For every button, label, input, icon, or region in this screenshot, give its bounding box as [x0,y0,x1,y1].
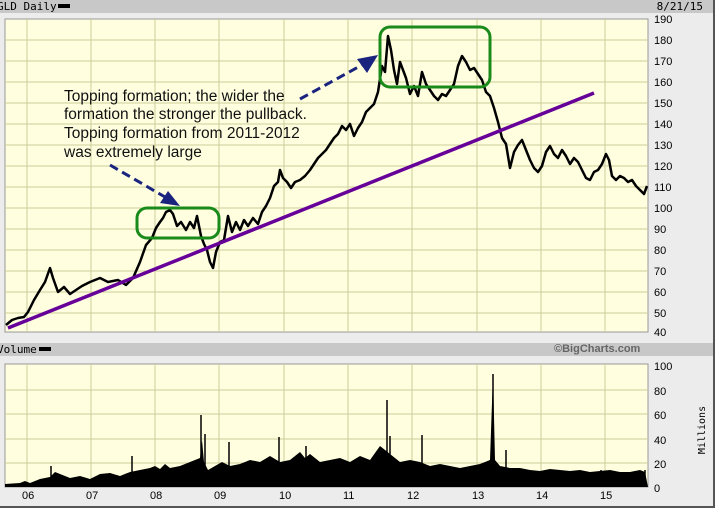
price-plot-area [4,18,649,333]
svg-text:20: 20 [654,459,666,471]
arrow-to-2011-top [299,55,378,101]
arrowhead-icon [357,55,378,73]
volume-chart-header: Volume ©BigCharts.com [0,343,713,356]
chart-date: 8/21/15 [656,0,703,13]
svg-text:07: 07 [86,490,98,502]
svg-text:180: 180 [654,35,672,47]
price-series-line [5,34,649,326]
trendline [7,91,595,330]
svg-text:190: 190 [654,14,672,26]
svg-text:120: 120 [654,161,672,173]
svg-text:70: 70 [654,266,666,278]
topping-box-2008 [135,206,221,240]
topping-box-2011-2012 [378,25,492,89]
svg-text:40: 40 [654,327,666,339]
legend-swatch-icon [58,4,70,8]
annotation-line-1: Topping formation; the wider the [64,88,285,105]
svg-text:100: 100 [654,203,672,215]
svg-text:100: 100 [654,361,672,373]
svg-text:110: 110 [654,182,672,194]
copyright: ©BigCharts.com [554,343,641,355]
svg-text:60: 60 [654,287,666,299]
svg-text:0: 0 [654,483,660,495]
svg-text:08: 08 [150,490,162,502]
annotation-line-3: Topping formation from 2011-2012 [64,125,300,142]
volume-spikes [50,374,646,487]
svg-text:15: 15 [600,490,612,502]
svg-text:90: 90 [654,224,666,236]
svg-text:50: 50 [654,308,666,320]
svg-text:160: 160 [654,77,672,89]
annotation-line-4: was extremely large [63,144,202,161]
svg-text:11: 11 [343,490,354,502]
svg-text:13: 13 [472,490,484,502]
svg-text:60: 60 [654,410,666,422]
svg-text:80: 80 [654,386,666,398]
svg-text:140: 140 [654,119,672,131]
svg-text:40: 40 [654,435,666,447]
svg-text:170: 170 [654,56,672,68]
chart-title: GLD Daily [0,0,57,13]
frame-border-right [713,0,715,508]
annotation-text: Topping formation; the wider the formati… [63,88,307,161]
svg-text:150: 150 [654,98,672,110]
svg-text:06: 06 [22,490,34,502]
annotation-line-2: formation the stronger the pullback. [64,106,307,123]
volume-legend-swatch-icon [39,347,51,351]
volume-axis-label: Millions [697,406,708,454]
svg-text:130: 130 [654,140,672,152]
volume-bars [5,374,648,487]
arrowhead-icon [160,191,180,206]
price-chart-header: GLD Daily 8/21/15 [0,0,713,13]
frame-border-bottom [0,506,715,508]
arrow-to-2008-top [109,163,180,206]
svg-text:14: 14 [536,490,548,502]
volume-title: Volume [0,343,37,356]
x-axis: 06 07 08 09 10 11 12 13 14 15 [22,490,612,502]
price-y-axis: 190 180 170 160 150 140 130 120 110 100 … [654,14,672,339]
svg-text:10: 10 [279,490,291,502]
volume-y-axis: 100 80 60 40 20 0 Millions [654,361,708,495]
svg-text:09: 09 [214,490,226,502]
svg-text:12: 12 [407,490,419,502]
svg-text:80: 80 [654,245,666,257]
